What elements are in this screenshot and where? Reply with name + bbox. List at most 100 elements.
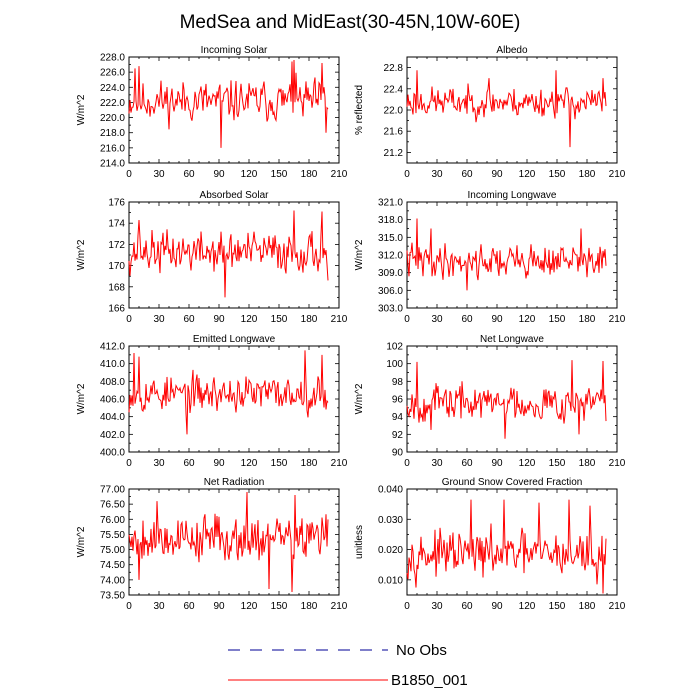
x-tick-label: 210 — [609, 601, 626, 612]
x-tick-label: 60 — [461, 601, 473, 612]
x-tick-label: 180 — [301, 458, 318, 469]
y-tick-label: 102 — [386, 342, 403, 353]
x-tick-label: 210 — [331, 169, 348, 180]
x-tick-label: 150 — [271, 458, 288, 469]
legend-b1850-label: B1850_001 — [391, 672, 468, 689]
x-tick-label: 120 — [519, 169, 536, 180]
y-axis-label: unitless — [354, 525, 365, 559]
x-tick-label: 120 — [241, 458, 258, 469]
x-tick-label: 180 — [301, 314, 318, 325]
y-tick-label: 303.0 — [378, 304, 403, 315]
y-tick-label: 76.50 — [100, 500, 125, 511]
x-tick-label: 90 — [213, 601, 225, 612]
legend-no-obs-label: No Obs — [396, 642, 447, 659]
x-tick-label: 90 — [491, 601, 503, 612]
x-tick-label: 90 — [491, 314, 503, 325]
y-tick-label: 402.0 — [100, 430, 125, 441]
y-tick-label: 408.0 — [100, 377, 125, 388]
plot-frame — [128, 488, 340, 596]
y-tick-label: 404.0 — [100, 412, 125, 423]
y-tick-label: 74.00 — [100, 575, 125, 586]
y-tick-label: 318.0 — [378, 215, 403, 226]
y-tick-label: 22.8 — [384, 63, 404, 74]
y-tick-label: 172 — [108, 240, 125, 251]
y-tick-label: 73.50 — [100, 591, 125, 602]
y-tick-label: 166 — [108, 304, 125, 315]
panel-title: Incoming Longwave — [468, 190, 557, 201]
x-tick-label: 60 — [461, 458, 473, 469]
x-tick-label: 120 — [519, 601, 536, 612]
y-tick-label: 306.0 — [378, 286, 403, 297]
x-tick-label: 150 — [549, 314, 566, 325]
panel-emitted-longwave: Emitted Longwave W/m^2 0 30 60 90 120 150 180 210… — [76, 334, 348, 469]
x-tick-label: 180 — [579, 314, 596, 325]
y-axis-label: W/m^2 — [76, 383, 87, 414]
panel-net-longwave: Net Longwave W/m^2 0 30 60 90 120 150 180 210 90 92… — [354, 334, 626, 469]
x-tick-label: 90 — [491, 169, 503, 180]
x-tick-label: 180 — [301, 601, 318, 612]
x-tick-label: 30 — [153, 314, 165, 325]
x-tick-label: 210 — [609, 169, 626, 180]
y-axis-label: W/m^2 — [76, 94, 87, 125]
panel-incoming-longwave: Incoming Longwave W/m^2 0 30 60 90 120 150 180 21… — [354, 190, 626, 325]
x-tick-label: 0 — [404, 601, 410, 612]
y-tick-label: 22.0 — [384, 106, 404, 117]
y-tick-label: 21.2 — [384, 148, 404, 159]
x-tick-label: 120 — [241, 314, 258, 325]
x-tick-label: 120 — [241, 601, 258, 612]
y-axis-label: % reflected — [354, 85, 365, 135]
y-tick-label: 170 — [108, 261, 125, 272]
y-tick-label: 400.0 — [100, 448, 125, 459]
x-tick-label: 60 — [461, 169, 473, 180]
y-tick-label: 21.6 — [384, 127, 404, 138]
figure-title: MedSea and MidEast(30-45N,10W-60E) — [180, 12, 521, 33]
panel-title: Ground Snow Covered Fraction — [442, 477, 583, 488]
y-tick-label: 74.50 — [100, 560, 125, 571]
y-tick-label: 92 — [392, 430, 404, 441]
y-tick-label: 0.010 — [378, 575, 403, 586]
x-tick-label: 30 — [153, 458, 165, 469]
y-tick-label: 412.0 — [100, 342, 125, 353]
y-axis-label: W/m^2 — [76, 526, 87, 557]
x-tick-label: 0 — [404, 458, 410, 469]
x-tick-label: 180 — [579, 169, 596, 180]
plot-frame — [406, 488, 618, 596]
y-tick-label: 226.0 — [100, 68, 125, 79]
series-line-b1850_001 — [406, 218, 607, 291]
panel-absorbed-solar: Absorbed Solar W/m^2 0 30 60 90 120 150 180 210 16… — [76, 190, 348, 325]
y-tick-label: 228.0 — [100, 53, 125, 64]
x-tick-label: 210 — [609, 458, 626, 469]
y-tick-label: 176 — [108, 198, 125, 209]
x-tick-label: 150 — [271, 601, 288, 612]
panel-title: Net Radiation — [204, 477, 265, 488]
y-axis-label: W/m^2 — [354, 383, 365, 414]
x-tick-label: 210 — [331, 601, 348, 612]
y-tick-label: 321.0 — [378, 198, 403, 209]
x-tick-label: 30 — [431, 314, 443, 325]
x-tick-label: 0 — [126, 169, 132, 180]
x-tick-label: 90 — [213, 314, 225, 325]
y-tick-label: 410.0 — [100, 359, 125, 370]
y-tick-label: 218.0 — [100, 128, 125, 139]
x-tick-label: 210 — [331, 458, 348, 469]
panel-title: Albedo — [496, 45, 528, 56]
y-tick-label: 22.4 — [384, 84, 404, 95]
panel-net-radiation: Net Radiation W/m^2 0 30 60 90 120 150 180 210 73.… — [76, 477, 348, 612]
y-tick-label: 174 — [108, 219, 125, 230]
x-tick-label: 60 — [461, 314, 473, 325]
series-line-b1850_001 — [406, 499, 607, 594]
x-tick-label: 0 — [126, 314, 132, 325]
x-tick-label: 30 — [153, 601, 165, 612]
y-tick-label: 90 — [392, 448, 404, 459]
y-tick-label: 96 — [392, 395, 404, 406]
y-tick-label: 214.0 — [100, 159, 125, 170]
x-tick-label: 150 — [549, 169, 566, 180]
x-tick-label: 210 — [331, 314, 348, 325]
y-tick-label: 216.0 — [100, 143, 125, 154]
y-tick-label: 224.0 — [100, 83, 125, 94]
x-tick-label: 120 — [241, 169, 258, 180]
panel-title: Absorbed Solar — [200, 190, 270, 201]
panel-albedo: Albedo % reflected 0 30 60 90 120 150 180 210 21.2… — [354, 45, 626, 180]
y-axis-label: W/m^2 — [76, 239, 87, 270]
